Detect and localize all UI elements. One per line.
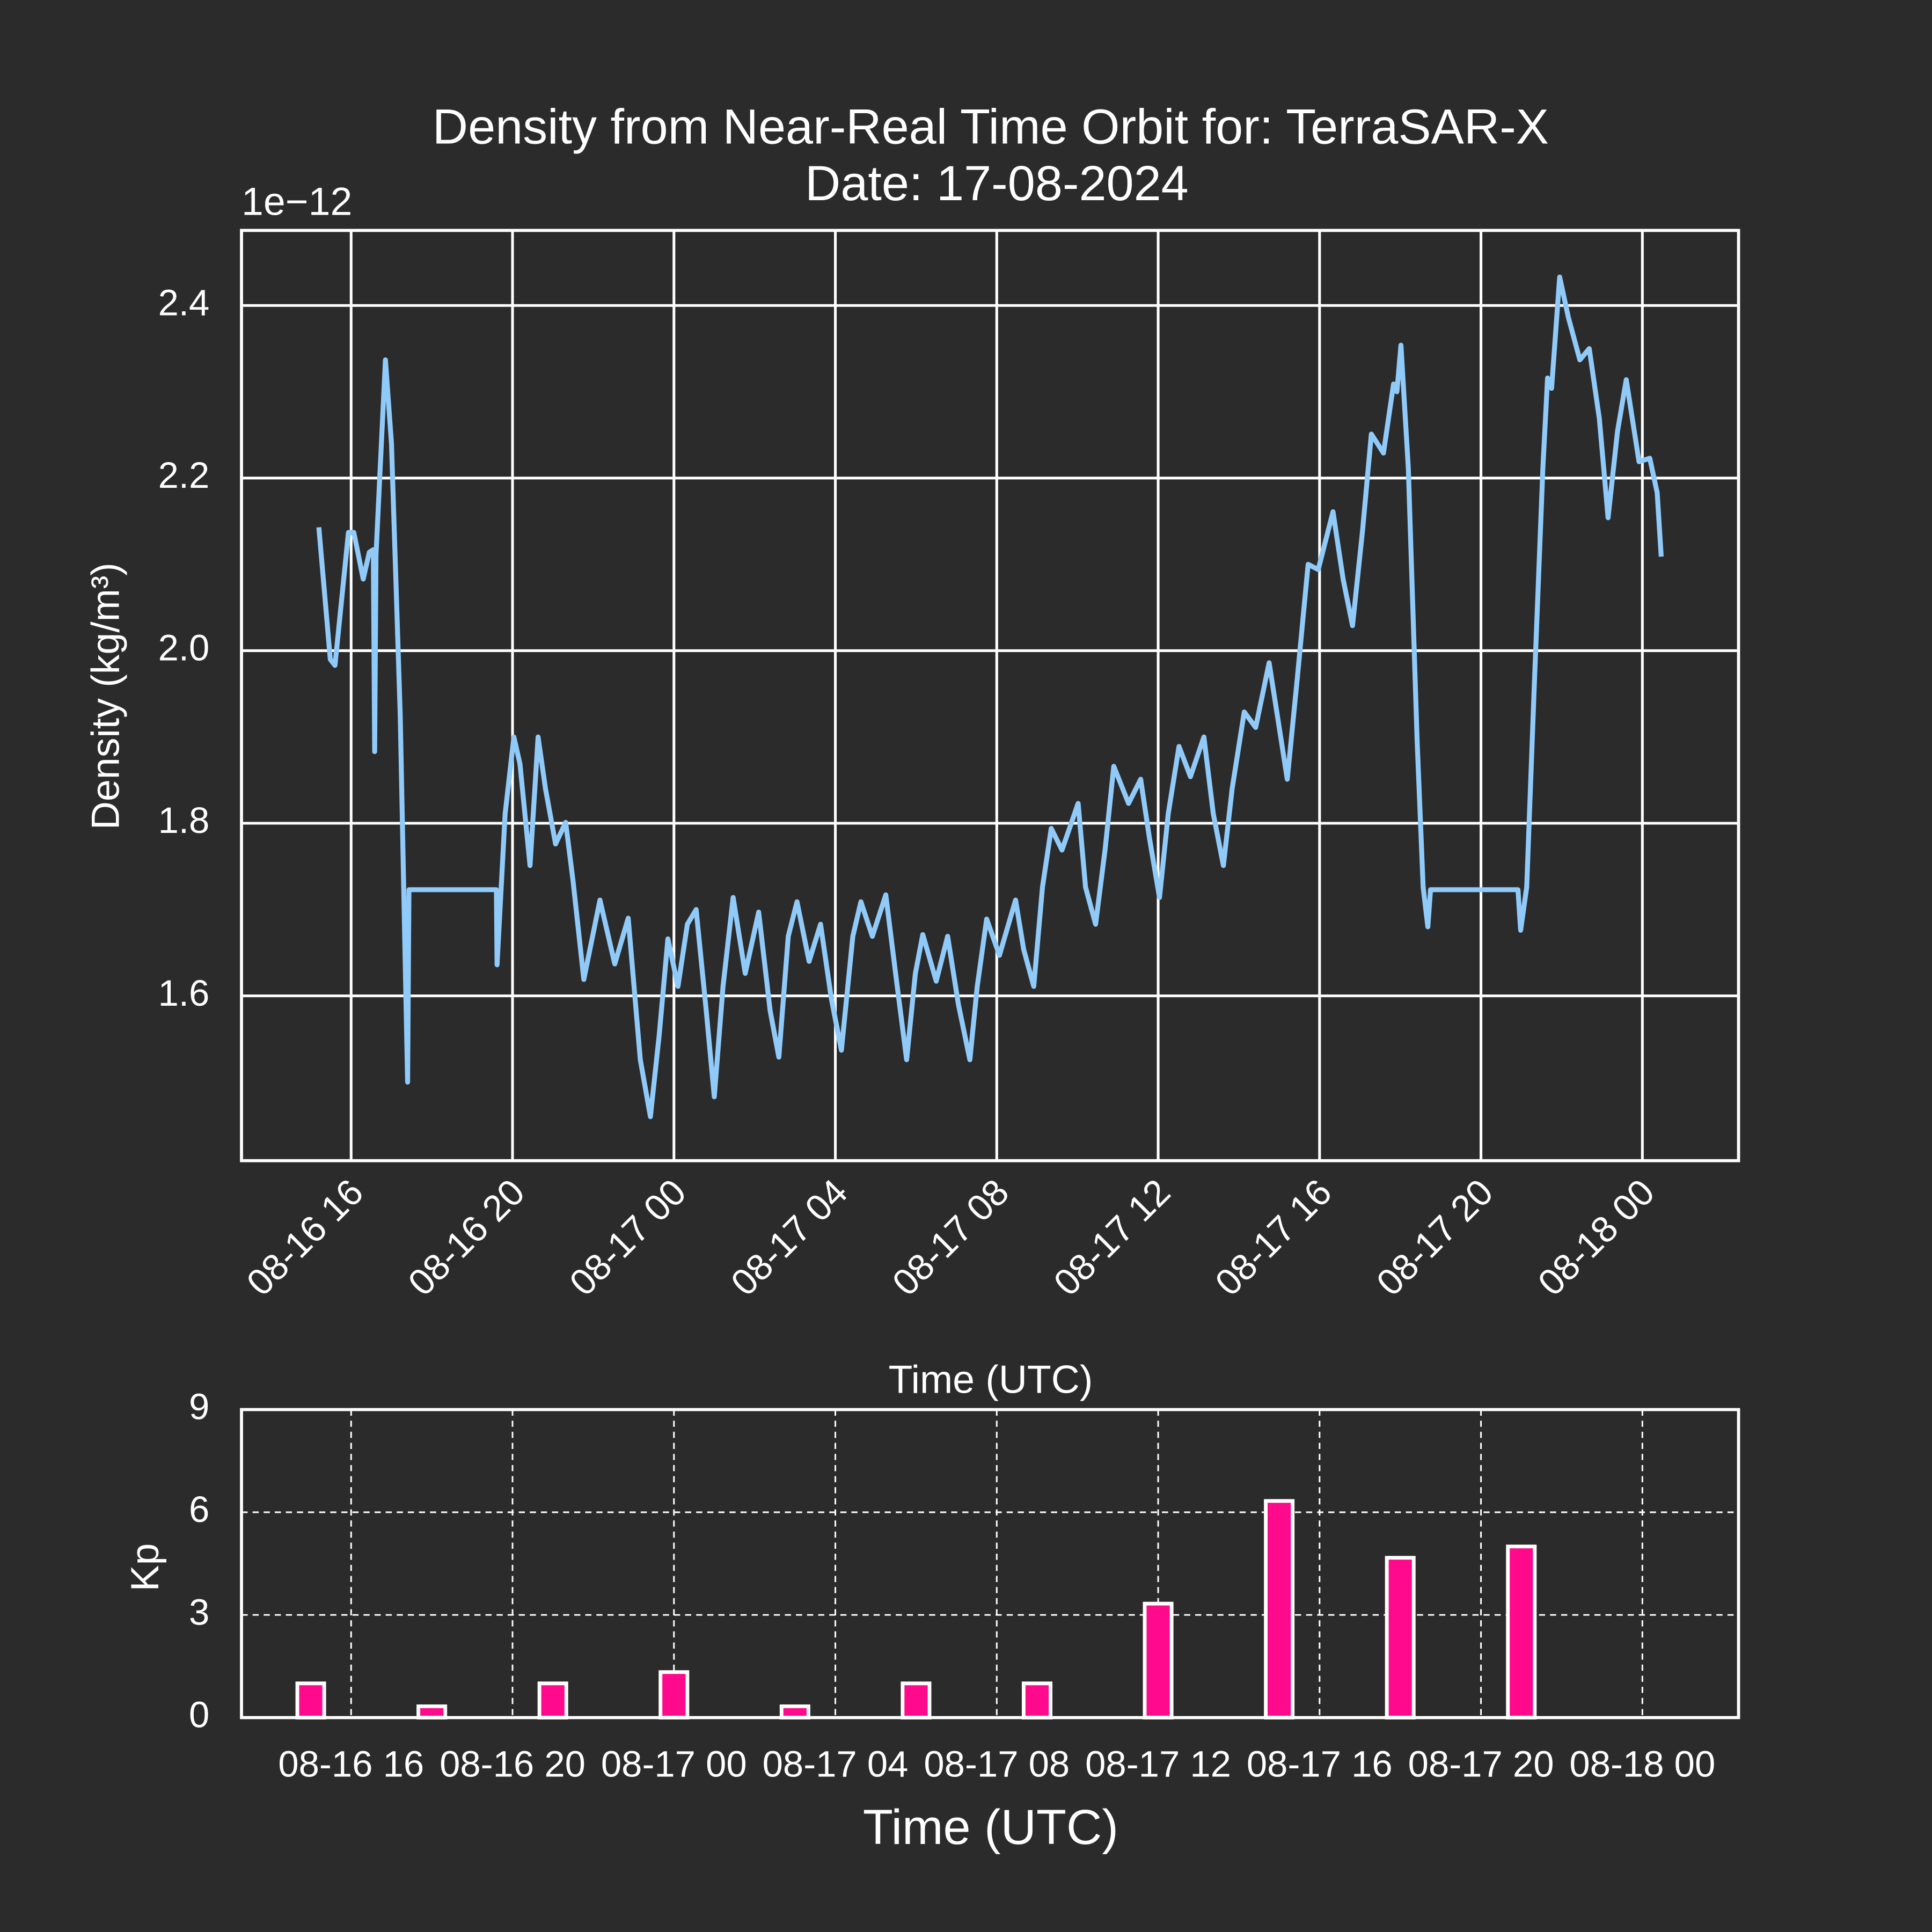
kp-bar — [1143, 1601, 1174, 1719]
kp-bar — [1021, 1681, 1052, 1719]
x-tick-label: 08-17 16 — [1247, 1744, 1393, 1785]
kp-bar — [416, 1704, 448, 1719]
chart-subtitle: Date: 17-08-2024 — [805, 156, 1189, 211]
y-tick-label: 6 — [189, 1489, 209, 1530]
y-tick-label: 1.6 — [158, 972, 210, 1014]
y-tick-label: 3 — [189, 1591, 209, 1633]
kp-bar — [779, 1704, 810, 1719]
density-line — [316, 274, 1664, 1119]
kp-bar — [1385, 1556, 1416, 1719]
kp-bar — [295, 1681, 326, 1719]
x-tick-label: 08-17 20 — [1408, 1744, 1554, 1785]
y-tick-label: 0 — [189, 1694, 209, 1736]
axes-frame — [240, 229, 1740, 1162]
x-tick-label: 08-16 20 — [440, 1744, 586, 1785]
y-axis-label: Density (kg/m³) — [83, 562, 127, 830]
x-tick-label: 08-18 00 — [1569, 1744, 1715, 1785]
axes-frame — [240, 1408, 1740, 1719]
kp-bar — [537, 1681, 568, 1719]
chart-title: Density from Near-Real Time Orbit for: T… — [433, 100, 1549, 155]
x-tick-label: 08-17 08 — [924, 1744, 1070, 1785]
y-tick-label: 2.4 — [158, 282, 210, 323]
y-tick-label: 9 — [189, 1386, 209, 1428]
x-axis-label: Time (UTC) — [889, 1357, 1093, 1401]
y-tick-label: 2.0 — [158, 627, 210, 669]
x-tick-label: 08-17 00 — [601, 1744, 747, 1785]
kp-bar — [1506, 1545, 1537, 1719]
x-tick-label: 08-17 04 — [763, 1744, 909, 1785]
y-tick-label: 1.8 — [158, 800, 210, 841]
y-tick-label: 2.2 — [158, 455, 210, 496]
kp-bar — [901, 1681, 932, 1719]
kp-bar — [658, 1670, 690, 1719]
y-axis-label: Kp — [122, 1543, 167, 1591]
offset-label: 1e−12 — [241, 179, 352, 224]
x-tick-label: 08-17 12 — [1085, 1744, 1231, 1785]
x-tick-label: 08-16 16 — [278, 1744, 424, 1785]
x-axis-label: Time (UTC) — [863, 1800, 1118, 1855]
kp-bar — [1264, 1499, 1295, 1719]
